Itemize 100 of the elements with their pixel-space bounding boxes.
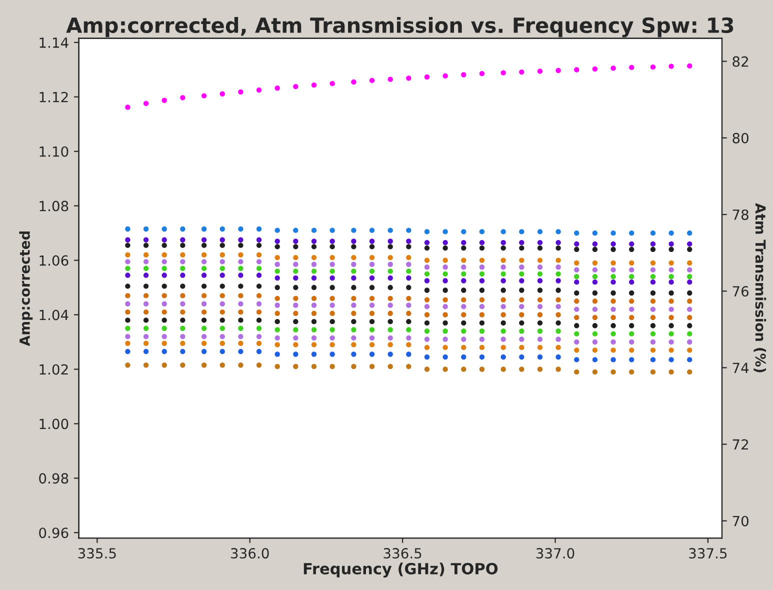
x-tick-label: 336.0 <box>231 548 269 559</box>
point <box>500 304 506 310</box>
point <box>311 310 317 316</box>
point <box>650 323 656 328</box>
point <box>479 320 485 326</box>
point <box>293 254 298 260</box>
point <box>293 296 298 302</box>
point <box>519 366 524 372</box>
point <box>556 328 561 334</box>
point <box>143 309 149 315</box>
point <box>388 268 393 274</box>
point <box>274 262 280 267</box>
point <box>162 252 167 258</box>
point <box>311 342 317 348</box>
point <box>610 241 616 247</box>
point <box>537 68 543 74</box>
point <box>162 284 167 289</box>
point <box>461 336 466 342</box>
point <box>610 260 616 266</box>
y2-tick-label: 72 <box>732 439 748 450</box>
point <box>274 310 280 316</box>
point <box>256 272 262 278</box>
point <box>424 240 430 246</box>
point <box>574 298 580 304</box>
point <box>610 279 616 285</box>
point <box>125 309 130 315</box>
point <box>556 258 561 263</box>
point <box>256 252 262 258</box>
point <box>125 237 130 242</box>
point <box>519 344 524 350</box>
point <box>687 323 692 328</box>
point <box>442 328 448 334</box>
point <box>369 78 375 84</box>
point <box>330 228 335 233</box>
point <box>293 84 298 90</box>
point <box>668 369 674 375</box>
point <box>519 297 524 302</box>
point <box>556 245 561 251</box>
point <box>311 318 317 324</box>
point <box>442 229 448 234</box>
point <box>668 339 674 345</box>
point <box>180 340 186 346</box>
point <box>424 328 430 334</box>
point <box>369 244 375 250</box>
point <box>406 275 412 281</box>
point <box>220 242 225 248</box>
point <box>537 278 543 284</box>
point <box>687 298 692 304</box>
point <box>650 274 656 280</box>
y2-axis-title: Atm Transmission (%) <box>754 203 766 372</box>
point <box>238 237 244 242</box>
point <box>274 228 280 233</box>
point <box>442 271 448 277</box>
point <box>143 334 149 340</box>
point <box>424 258 430 263</box>
point <box>274 275 280 281</box>
point <box>628 306 634 312</box>
point <box>220 266 225 272</box>
point <box>574 306 580 312</box>
point <box>628 230 634 236</box>
point <box>406 228 412 233</box>
point <box>556 354 561 360</box>
point <box>125 334 130 340</box>
point <box>650 64 656 70</box>
point <box>388 342 393 348</box>
point <box>293 228 298 233</box>
point <box>143 237 149 242</box>
point <box>220 362 225 368</box>
point <box>220 293 225 298</box>
point <box>610 369 616 375</box>
point <box>424 74 430 80</box>
point <box>668 331 674 336</box>
point <box>610 357 616 362</box>
point <box>479 258 485 263</box>
y-tick-label: 1.00 <box>40 418 68 430</box>
point <box>201 272 207 278</box>
point <box>351 296 356 302</box>
point <box>201 252 207 258</box>
point <box>442 297 448 302</box>
point <box>556 68 561 74</box>
point <box>592 230 598 236</box>
point <box>461 354 466 360</box>
point <box>479 304 485 310</box>
point <box>330 342 335 348</box>
point <box>238 284 244 289</box>
point <box>125 284 130 289</box>
point <box>369 364 375 370</box>
point <box>293 327 298 332</box>
point <box>479 271 485 277</box>
point <box>537 297 543 302</box>
point <box>388 238 393 244</box>
point <box>220 348 225 354</box>
point <box>143 340 149 346</box>
x-tick-label: 336.5 <box>384 548 422 559</box>
point <box>479 344 485 350</box>
point <box>461 320 466 326</box>
point <box>143 284 149 289</box>
point <box>628 339 634 345</box>
point <box>293 318 298 324</box>
point <box>687 246 692 252</box>
